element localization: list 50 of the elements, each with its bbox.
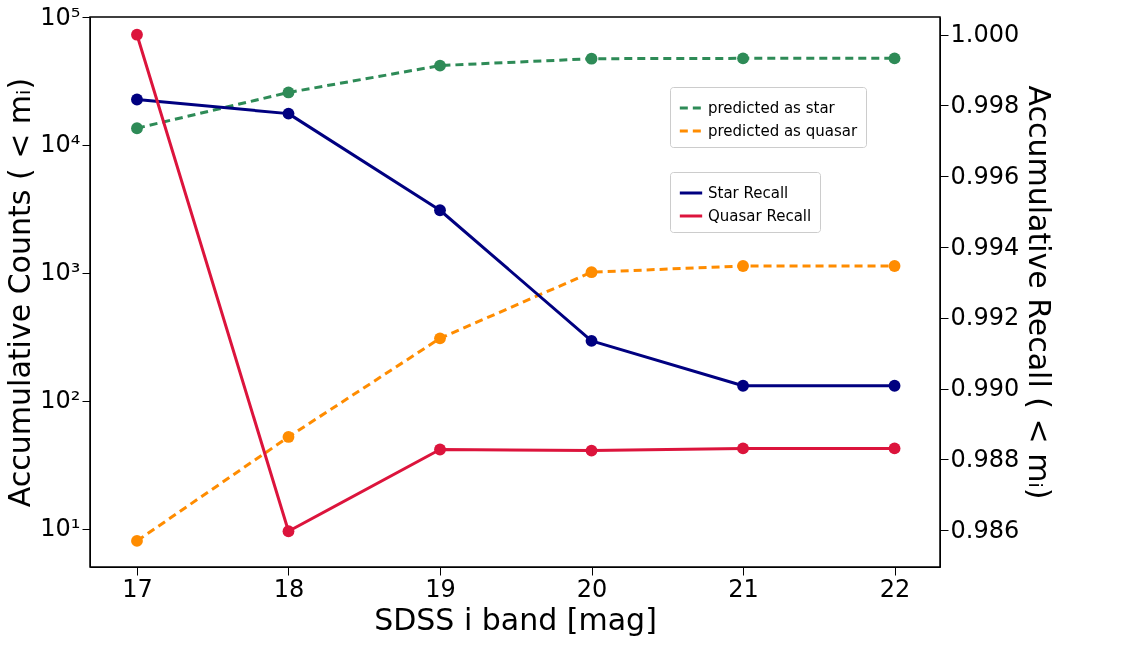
point (737, 442, 749, 455)
point (585, 444, 598, 457)
point (131, 28, 143, 41)
y2-tick-label: 0.986 (950, 515, 1020, 544)
y2-axis-title: Accumulative Recall ( < mᵢ) (1022, 85, 1058, 500)
point (585, 334, 598, 347)
legend-label: predicted as star (708, 99, 836, 117)
point (131, 534, 143, 547)
y-tick-label: 10⁵ (40, 2, 81, 31)
point (434, 443, 446, 456)
x-tick-label: 19 (425, 574, 456, 603)
y2-tick-label: 0.992 (950, 303, 1020, 332)
point (282, 86, 295, 99)
point (737, 52, 749, 65)
y-tick-label: 10³ (40, 258, 81, 287)
x-tick-label: 21 (728, 574, 759, 603)
point (434, 204, 446, 217)
point (282, 107, 295, 120)
point (131, 122, 143, 135)
y2-tick-label: 1.000 (950, 20, 1020, 49)
y2-tick-label: 0.994 (950, 232, 1020, 261)
x-tick-label: 17 (122, 574, 153, 603)
x-tick-label: 18 (273, 574, 305, 603)
point (737, 260, 749, 272)
point (131, 93, 143, 106)
y-tick-label: 10² (40, 386, 81, 415)
point (282, 431, 295, 443)
y2-tick-label: 0.998 (950, 90, 1020, 119)
point (282, 525, 295, 538)
point (585, 266, 598, 279)
point (888, 52, 901, 65)
point (888, 379, 901, 392)
legend-label: Quasar Recall (708, 207, 812, 225)
point (888, 260, 901, 272)
legend-label: Star Recall (708, 184, 789, 202)
y-tick-label: 10¹ (40, 514, 81, 543)
point (888, 442, 901, 455)
y2-tick-label: 0.988 (950, 444, 1020, 473)
x-tick-label: 20 (576, 574, 608, 603)
x-tick-label: 22 (879, 574, 911, 603)
point (434, 332, 446, 345)
x-axis-title: SDSS i band [mag] (374, 601, 657, 637)
y2-tick-label: 0.990 (950, 374, 1020, 403)
y-axis-title: Accumulative Counts ( < mᵢ) (2, 77, 38, 508)
y-tick-label: 10⁴ (40, 130, 81, 159)
point (585, 52, 598, 65)
point (737, 379, 749, 392)
y2-tick-label: 0.996 (950, 161, 1020, 190)
point (434, 59, 446, 72)
legend-label: predicted as quasar (708, 122, 858, 140)
